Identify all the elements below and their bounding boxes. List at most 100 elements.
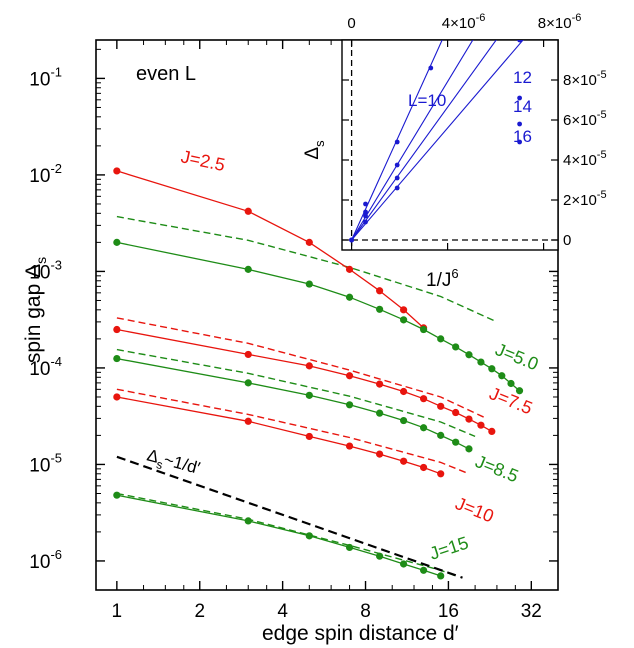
y-tick-label: 10-2 xyxy=(29,161,62,187)
data-point xyxy=(305,362,313,370)
data-point xyxy=(305,532,313,540)
inset-series-label: 16 xyxy=(513,127,532,146)
series-label: J=2.5 xyxy=(179,146,227,175)
data-point xyxy=(376,552,384,560)
y-tick-label: 10-3 xyxy=(29,257,62,283)
inset-data-point xyxy=(394,162,400,168)
reference-line xyxy=(116,215,498,323)
inset-data-point xyxy=(394,175,400,181)
inset-fit-line xyxy=(351,40,443,241)
reference-label-rest: ~1/d′ xyxy=(162,450,202,478)
data-point xyxy=(419,463,428,472)
inset-series-label: 12 xyxy=(513,68,532,87)
inset-y-label-sub: s xyxy=(312,140,327,147)
series-labels: J=2.5 J=5.0 J=7.5 J=8.5 J=10 J=15 xyxy=(179,146,541,563)
data-point xyxy=(400,316,408,324)
data-point xyxy=(244,379,252,387)
inset-data-point xyxy=(349,237,354,243)
data-point xyxy=(376,380,384,388)
data-point xyxy=(515,387,524,395)
data-point xyxy=(419,395,428,403)
inset-series xyxy=(349,40,524,243)
inset-y-label-main: Δ xyxy=(302,147,323,160)
data-point xyxy=(345,293,354,301)
reference-line xyxy=(116,317,487,420)
inset-series-group xyxy=(349,40,524,243)
inset-series-label: L=10 xyxy=(408,91,446,110)
data-point xyxy=(113,325,121,334)
x-tick-label: 8 xyxy=(360,601,371,622)
inset-data-point xyxy=(363,209,368,215)
data-point xyxy=(345,265,354,273)
data-point xyxy=(305,391,313,399)
data-point xyxy=(400,560,408,568)
data-point xyxy=(244,207,252,215)
data-point xyxy=(305,432,313,441)
inset-data-point xyxy=(363,219,368,225)
data-point xyxy=(437,402,445,410)
inset-data-point xyxy=(394,185,400,191)
x-tick-label: 2 xyxy=(194,601,205,622)
data-point xyxy=(488,365,496,373)
data-point xyxy=(437,470,445,478)
y-tick-label: 10-5 xyxy=(29,450,62,476)
inset-data-point xyxy=(363,213,368,219)
x-axis-label: edge spin distance d′ xyxy=(262,622,459,645)
inset-data-point xyxy=(517,95,522,101)
data-point xyxy=(452,438,460,446)
data-point xyxy=(488,427,496,435)
inset-y-tick-label: 2×10-5 xyxy=(563,189,607,209)
data-point xyxy=(419,566,428,574)
data-point xyxy=(477,358,485,366)
data-point xyxy=(113,491,121,499)
inset-fit-line xyxy=(351,40,524,241)
main-plot-frame xyxy=(95,39,559,591)
data-point xyxy=(376,287,384,295)
data-point xyxy=(419,325,428,334)
inset-y-tick-label: 4×10-5 xyxy=(563,149,607,169)
data-point xyxy=(113,393,121,401)
data-point xyxy=(376,450,384,458)
data-point xyxy=(244,265,252,273)
inset-y-tick-label: 6×10-5 xyxy=(563,109,607,129)
data-point xyxy=(437,572,445,580)
inset-x-label: 1/J6 xyxy=(426,266,459,291)
data-point xyxy=(244,517,252,525)
data-point xyxy=(376,305,384,313)
data-point xyxy=(452,343,460,351)
inset-plot: 0 4×10-6 8×10-6 0 2×10-5 4×10-5 6×10-5 8×10-5 L=… xyxy=(302,12,607,291)
inset-data-point xyxy=(517,139,522,145)
data-point xyxy=(345,543,354,552)
data-point xyxy=(244,350,252,359)
reference-line xyxy=(116,348,476,438)
inset-data-point xyxy=(517,121,522,127)
data-point xyxy=(498,372,506,380)
reference-line xyxy=(116,492,456,577)
inset-series-label: 14 xyxy=(513,97,532,116)
y-axis-label-main: spin gap Δ xyxy=(22,264,45,363)
inset-y-tick-label: 8×10-5 xyxy=(563,69,607,89)
data-point xyxy=(465,445,473,453)
data-point xyxy=(113,238,121,246)
data-point xyxy=(400,306,408,314)
data-point xyxy=(345,401,354,409)
y-tick-label: 10-6 xyxy=(29,547,62,573)
reference-line xyxy=(116,388,470,475)
series-j-8-5 xyxy=(113,354,473,453)
inset-x-tick-label: 4×10-6 xyxy=(442,12,486,32)
data-point xyxy=(437,335,445,343)
data-point xyxy=(113,354,121,363)
reference-label-main: Δ xyxy=(145,446,161,467)
svg-text:spin gap Δs: spin gap Δs xyxy=(22,257,49,363)
series-j-5-0 xyxy=(113,238,524,395)
series-label: J=10 xyxy=(453,493,497,526)
data-point xyxy=(507,379,515,388)
inset-x-label-sup: 6 xyxy=(451,266,458,281)
data-point xyxy=(345,442,354,450)
data-point xyxy=(345,372,354,380)
y-tick-label: 10-4 xyxy=(29,354,62,380)
series-label: J=5.0 xyxy=(493,339,542,374)
data-point xyxy=(465,351,473,359)
inset-data-point xyxy=(394,139,400,145)
